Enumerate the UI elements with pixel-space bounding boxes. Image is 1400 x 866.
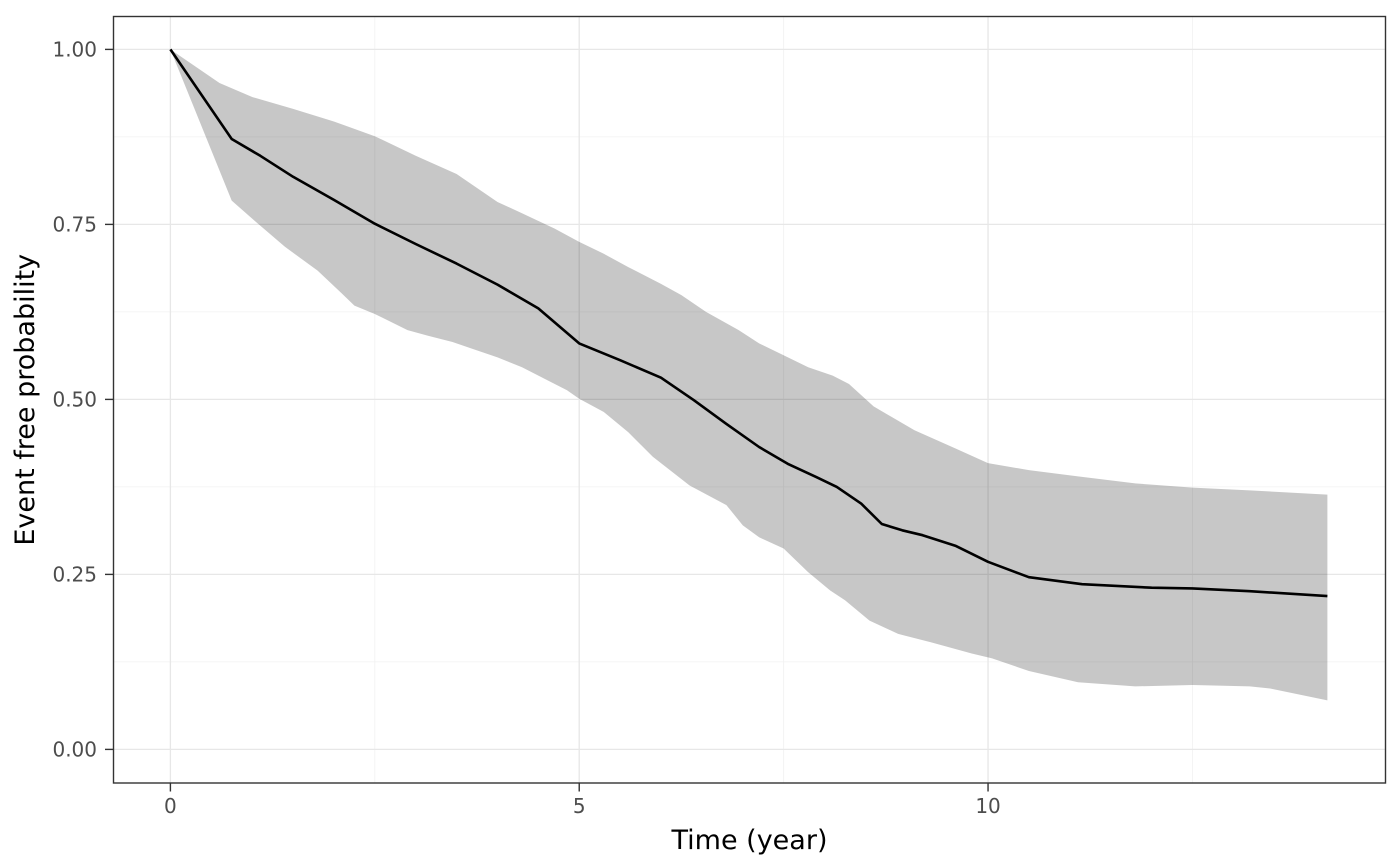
y-tick-label: 0.00: [52, 737, 97, 761]
y-axis-title: Event free probability: [10, 254, 41, 546]
survival-curve-line: [169, 48, 1328, 598]
axis-tick-labels: 0 5 10 0.00 0.25 0.50 0.75 1.00: [52, 37, 1000, 818]
axis-tick-marks: [105, 48, 989, 792]
x-axis-title: Time (year): [671, 825, 828, 856]
confidence-band: [170, 49, 1328, 701]
y-tick-label: 0.50: [52, 387, 97, 411]
x-tick-label: 0: [164, 794, 177, 818]
grid-major-lines: [113, 16, 1386, 783]
y-tick-label: 0.75: [52, 212, 97, 236]
x-tick-label: 5: [573, 794, 586, 818]
y-tick-label: 0.25: [52, 562, 97, 586]
y-tick-label: 1.00: [52, 37, 97, 61]
x-tick-label: 10: [975, 794, 1000, 818]
